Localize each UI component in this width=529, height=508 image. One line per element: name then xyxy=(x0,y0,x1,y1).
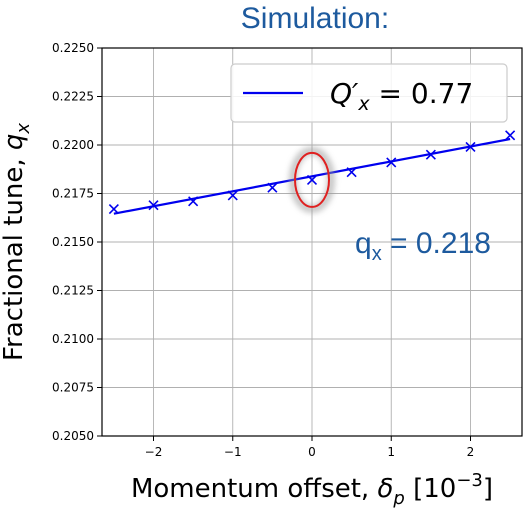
marker-stroke xyxy=(188,196,199,207)
highlight-ellipse xyxy=(294,151,330,208)
x-tick-label: 2 xyxy=(467,445,475,459)
y-tick-label: 0.2225 xyxy=(52,90,94,104)
chart-title: Simulation: xyxy=(241,2,389,35)
y-tick-label: 0.2150 xyxy=(52,235,94,249)
marker-stroke xyxy=(267,182,278,193)
x-tick-label: 0 xyxy=(308,445,316,459)
fit-line xyxy=(113,137,511,215)
tune-annotation: qx = 0.218 xyxy=(355,227,491,265)
data-point xyxy=(306,174,318,185)
marker-stroke xyxy=(465,141,476,153)
marker-stroke xyxy=(346,167,357,178)
y-tick-label: 0.2125 xyxy=(52,284,94,298)
marker-stroke xyxy=(148,200,159,211)
y-tick-label: 0.2100 xyxy=(52,332,94,346)
legend-box xyxy=(230,63,508,123)
marker-stroke xyxy=(505,130,516,141)
y-tick-label: 0.2175 xyxy=(52,187,94,201)
data-point xyxy=(108,203,119,215)
data-point xyxy=(346,167,357,178)
data-point xyxy=(267,182,278,193)
data-point xyxy=(227,190,238,201)
legend-label: Q′x = 0.77 xyxy=(330,77,473,115)
data-point xyxy=(465,141,476,153)
x-tick-label: 1 xyxy=(387,445,395,459)
y-tick-label: 0.2075 xyxy=(52,381,94,395)
marker-stroke xyxy=(227,190,238,201)
data-point xyxy=(386,157,397,168)
y-axis-label: Fractional tune, qx xyxy=(0,123,34,361)
y-tick-label: 0.2250 xyxy=(52,41,94,55)
x-tick-label: −1 xyxy=(224,445,242,459)
y-tick-label: 0.2200 xyxy=(52,138,94,152)
marker-stroke xyxy=(425,149,436,160)
data-point xyxy=(188,196,199,207)
marker-stroke xyxy=(306,174,318,185)
x-axis-label: Momentum offset, δp [10−3] xyxy=(131,470,493,508)
data-point xyxy=(505,130,516,141)
data-point xyxy=(425,149,436,160)
highlight-glow xyxy=(289,146,335,213)
y-tick-label: 0.2050 xyxy=(52,429,94,443)
marker-stroke xyxy=(108,203,119,215)
marker-stroke xyxy=(386,157,397,168)
data-point xyxy=(148,200,159,211)
x-tick-label: −2 xyxy=(145,445,163,459)
legend: Q′x = 0.77 xyxy=(230,63,508,123)
